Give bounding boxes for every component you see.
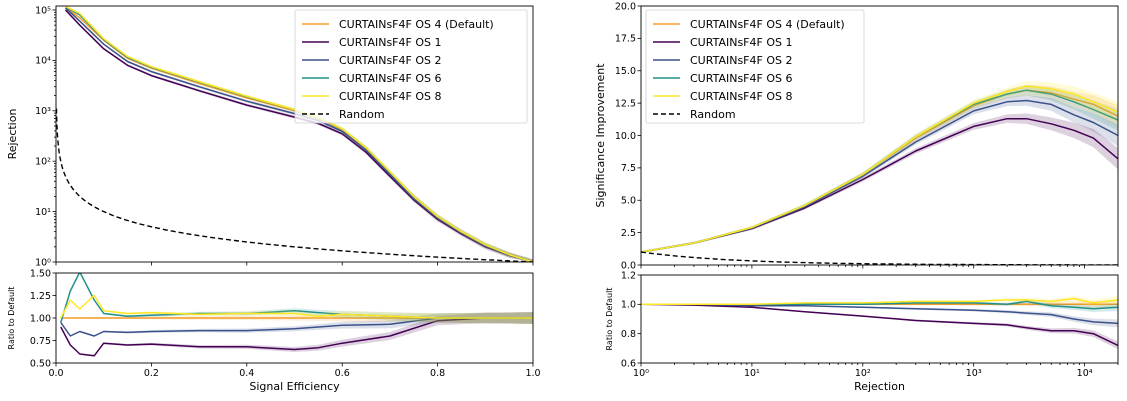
y-tick-label: 10² (35, 156, 51, 167)
y-tick-label: 1.2 (621, 270, 636, 281)
legend-label-os1: CURTAINsF4F OS 1 (339, 36, 441, 49)
y-tick-label: 0.75 (30, 336, 51, 347)
x-tick-label: 1.0 (525, 368, 540, 379)
right-main-panel: 0.0 2.5 5.0 7.5 10.0 12.5 15.0 17.5 20.0 Signific… (594, 1, 1119, 271)
y-axis-title: Ratio to Default (605, 288, 614, 351)
y-tick-label: 0.0 (621, 260, 636, 271)
left-main-panel: 10⁰ 10¹ 10² 10³ 10⁴ 10⁵ Rejection CURTAINsF4F O… (6, 5, 534, 268)
x-tick-label: 0.4 (239, 368, 254, 379)
x-tick-label: 0.6 (335, 368, 350, 379)
legend-label-os6: CURTAINsF4F OS 6 (690, 72, 792, 85)
legend-label-os8: CURTAINsF4F OS 8 (690, 90, 792, 103)
legend-box (294, 9, 528, 124)
series-line-os8 (641, 297, 1118, 306)
y-tick-label: 10⁴ (35, 56, 51, 67)
x-axis-title: Signal Efficiency (249, 380, 340, 393)
y-tick-label: 1.50 (30, 268, 51, 279)
y-tick-label: 1.25 (30, 291, 51, 302)
y-axis-title: Ratio to Default (7, 287, 16, 350)
axes-frame (640, 274, 1119, 364)
y-tick-label: 5.0 (621, 196, 636, 207)
x-tick-label: 10² (855, 368, 871, 379)
y-tick-label: 17.5 (615, 34, 636, 45)
legend-label-random: Random (690, 108, 736, 121)
y-tick-label: 0.50 (30, 358, 51, 369)
x-tick-label: 10⁴ (1077, 368, 1093, 379)
series-line-os2 (60, 317, 533, 337)
legend-label-os2: CURTAINsF4F OS 2 (339, 54, 441, 67)
series-line-os1 (60, 317, 533, 357)
y-tick-label: 0.8 (621, 329, 636, 340)
x-tick-label: 0.0 (48, 368, 63, 379)
legend-label-os8: CURTAINsF4F OS 8 (339, 90, 441, 103)
x-tick-label: 10¹ (744, 368, 760, 379)
legend-label-random: Random (339, 108, 385, 121)
series-line-os1 (641, 117, 1118, 253)
y-tick-label: 0.6 (621, 358, 636, 369)
plot-area (641, 81, 1118, 265)
y-tick-label: 10³ (35, 106, 51, 117)
series-band-os6 (641, 299, 1118, 312)
series-line-os2 (641, 303, 1118, 325)
x-tick-label: 0.2 (144, 368, 159, 379)
y-tick-label: 10.0 (615, 131, 636, 142)
legend-label-os2: CURTAINsF4F OS 2 (690, 54, 792, 67)
series-line-os1 (64, 9, 533, 262)
x-tick-label: 0.8 (430, 368, 445, 379)
series-band-os2 (641, 95, 1118, 253)
legend-label-os4: CURTAINsF4F OS 4 (Default) (339, 18, 494, 31)
series-band-os6 (60, 273, 533, 324)
y-tick-label: 10⁵ (35, 5, 51, 16)
series-band-os1 (641, 113, 1118, 254)
series-line-os8 (641, 85, 1118, 253)
y-tick-label: 2.5 (621, 228, 636, 239)
y-tick-label: 15.0 (615, 66, 636, 77)
series-line-random (56, 108, 533, 262)
series-line-random (641, 251, 1118, 265)
series-line-os2 (64, 7, 533, 262)
y-tick-label: 1.00 (30, 313, 51, 324)
right-ratio-panel: 0.6 0.8 1.0 1.2 10⁰ 10¹ 10² 10³ 10⁴ Rejection Rati… (605, 270, 1119, 393)
y-axis-title: Rejection (6, 109, 19, 160)
y-tick-label: 10⁰ (35, 257, 51, 268)
x-tick-label: 10³ (966, 368, 982, 379)
axes-frame (55, 5, 534, 263)
legend-label-os6: CURTAINsF4F OS 6 (339, 72, 441, 85)
legend-box (645, 9, 865, 124)
series-band-os1 (641, 304, 1118, 350)
legend: CURTAINsF4F OS 4 (Default) CURTAINsF4F OS… (645, 9, 865, 124)
y-tick-label: 10¹ (35, 207, 51, 218)
series-band-os8 (641, 295, 1118, 307)
series-band-os4 (641, 84, 1118, 254)
x-axis-title: Rejection (854, 380, 905, 393)
legend-label-os4: CURTAINsF4F OS 4 (Default) (690, 18, 845, 31)
plot-area (60, 273, 533, 357)
x-tick-label: 10⁰ (633, 368, 649, 379)
series-band-os2 (641, 304, 1118, 328)
y-tick-label: 20.0 (615, 1, 636, 12)
series-band-os8 (641, 81, 1118, 253)
series-line-os1 (641, 303, 1118, 347)
legend: CURTAINsF4F OS 4 (Default) CURTAINsF4F OS… (294, 9, 528, 124)
y-axis-title: Significance Improvement (594, 63, 607, 208)
legend-label-os1: CURTAINsF4F OS 1 (690, 36, 792, 49)
y-tick-label: 12.5 (615, 98, 636, 109)
left-ratio-panel: 0.50 0.75 1.00 1.25 1.50 0.0 0.2 0.4 0.6 0.8 1.0 Si… (7, 268, 541, 393)
y-tick-label: 7.5 (621, 163, 636, 174)
y-tick-label: 1.0 (621, 300, 636, 311)
series-line-os8 (60, 294, 533, 319)
series-band-os6 (641, 84, 1118, 254)
plot-area (641, 295, 1118, 350)
